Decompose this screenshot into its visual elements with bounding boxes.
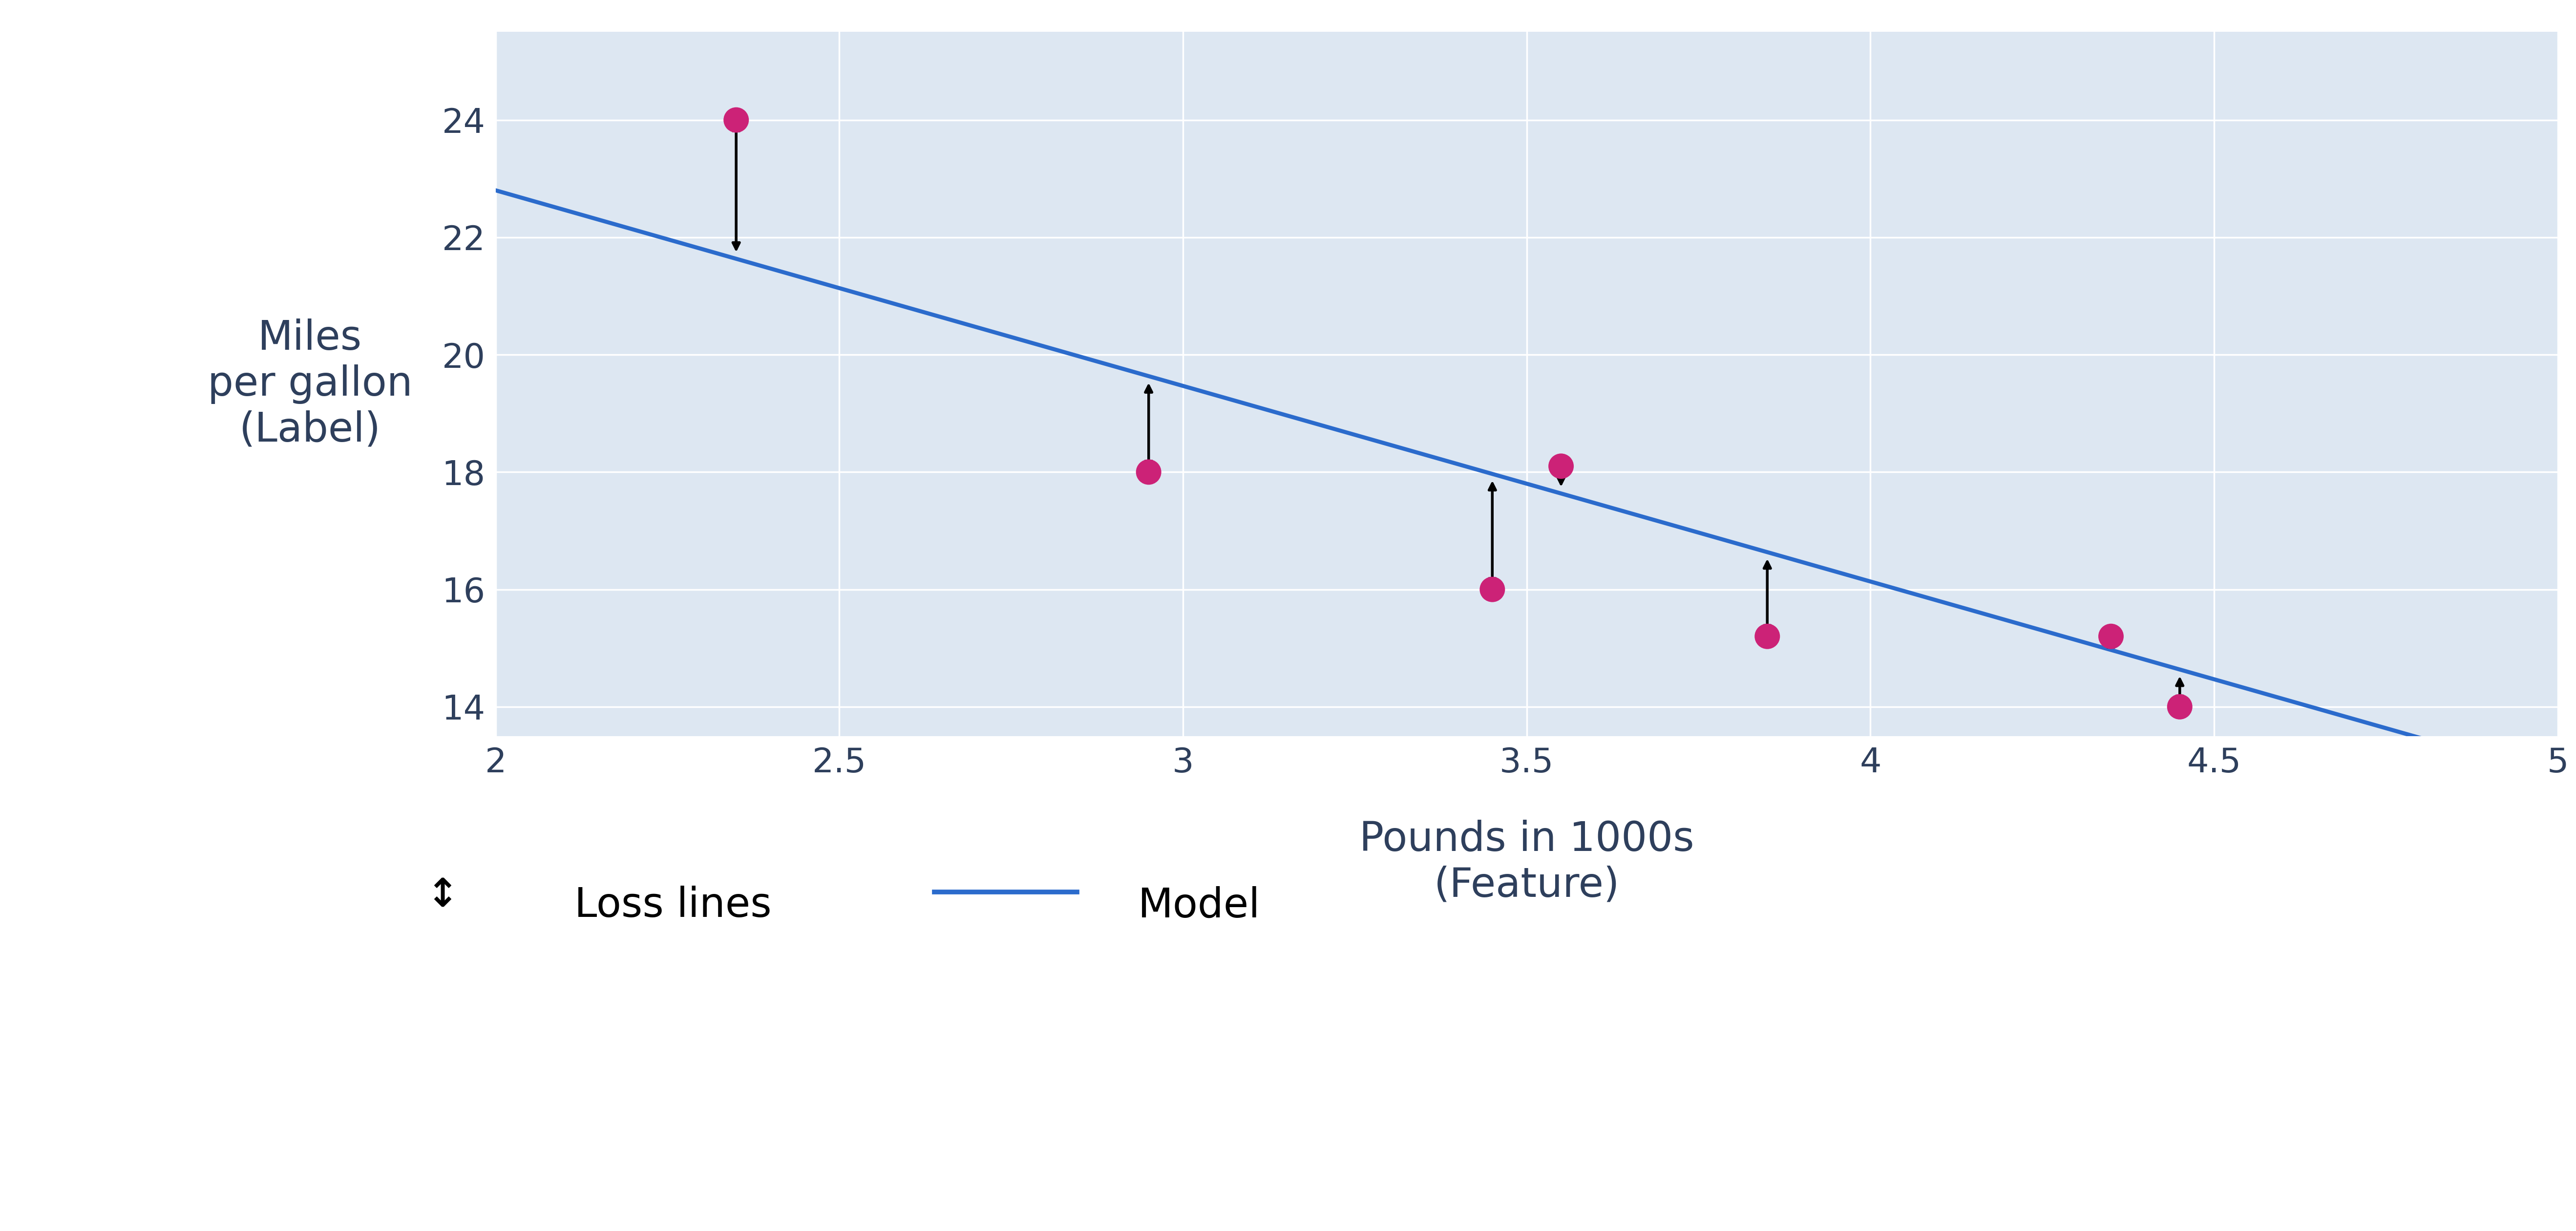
Point: [1471, 580, 1512, 599]
Point: [1747, 627, 1788, 646]
Point: [1128, 462, 1170, 481]
Point: [716, 110, 757, 129]
Legend: Loss lines, Model: Loss lines, Model: [330, 826, 1301, 984]
X-axis label: Pounds in 1000s
(Feature): Pounds in 1000s (Feature): [1360, 820, 1695, 905]
Point: [1540, 457, 1582, 476]
Point: [2159, 697, 2200, 716]
Y-axis label: Miles
per gallon
(Label): Miles per gallon (Label): [209, 319, 412, 449]
Point: [2089, 627, 2130, 646]
